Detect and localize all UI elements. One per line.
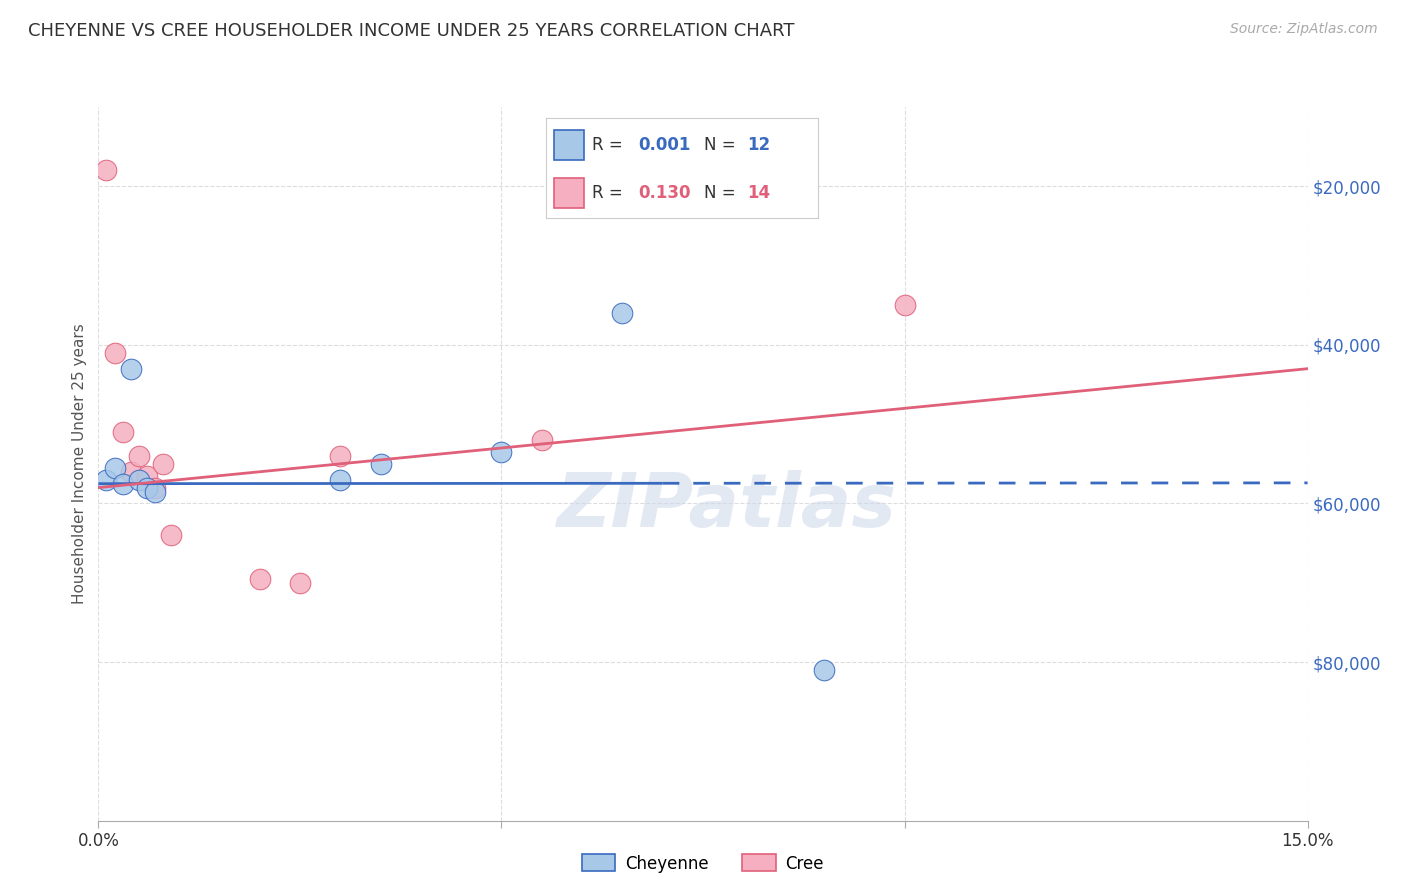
Y-axis label: Householder Income Under 25 years: Householder Income Under 25 years (72, 324, 87, 604)
Point (813, 663, 835, 677)
Point (96, 163, 118, 178)
Legend: Cheyenne, Cree: Cheyenne, Cree (575, 847, 831, 880)
Point (120, 361, 142, 376)
Point (329, 449, 352, 463)
Text: Source: ZipAtlas.com: Source: ZipAtlas.com (1230, 22, 1378, 37)
Point (143, 484, 166, 499)
Point (491, 445, 513, 459)
Point (103, 346, 125, 360)
Point (111, 425, 134, 439)
Point (135, 481, 157, 495)
Point (103, 460, 125, 475)
Text: ZIPatlas: ZIPatlas (557, 470, 897, 543)
Point (612, 306, 634, 320)
Point (135, 468, 157, 483)
Point (120, 465, 142, 479)
Point (111, 476, 134, 491)
Point (288, 575, 311, 590)
Point (249, 572, 271, 586)
Point (893, 298, 915, 312)
Point (160, 528, 183, 542)
Point (152, 457, 174, 471)
Point (96, 473, 118, 487)
Point (329, 473, 352, 487)
Point (143, 481, 166, 495)
Point (370, 457, 392, 471)
Point (128, 473, 150, 487)
Point (530, 433, 553, 447)
Text: CHEYENNE VS CREE HOUSEHOLDER INCOME UNDER 25 YEARS CORRELATION CHART: CHEYENNE VS CREE HOUSEHOLDER INCOME UNDE… (28, 22, 794, 40)
Point (128, 449, 150, 463)
